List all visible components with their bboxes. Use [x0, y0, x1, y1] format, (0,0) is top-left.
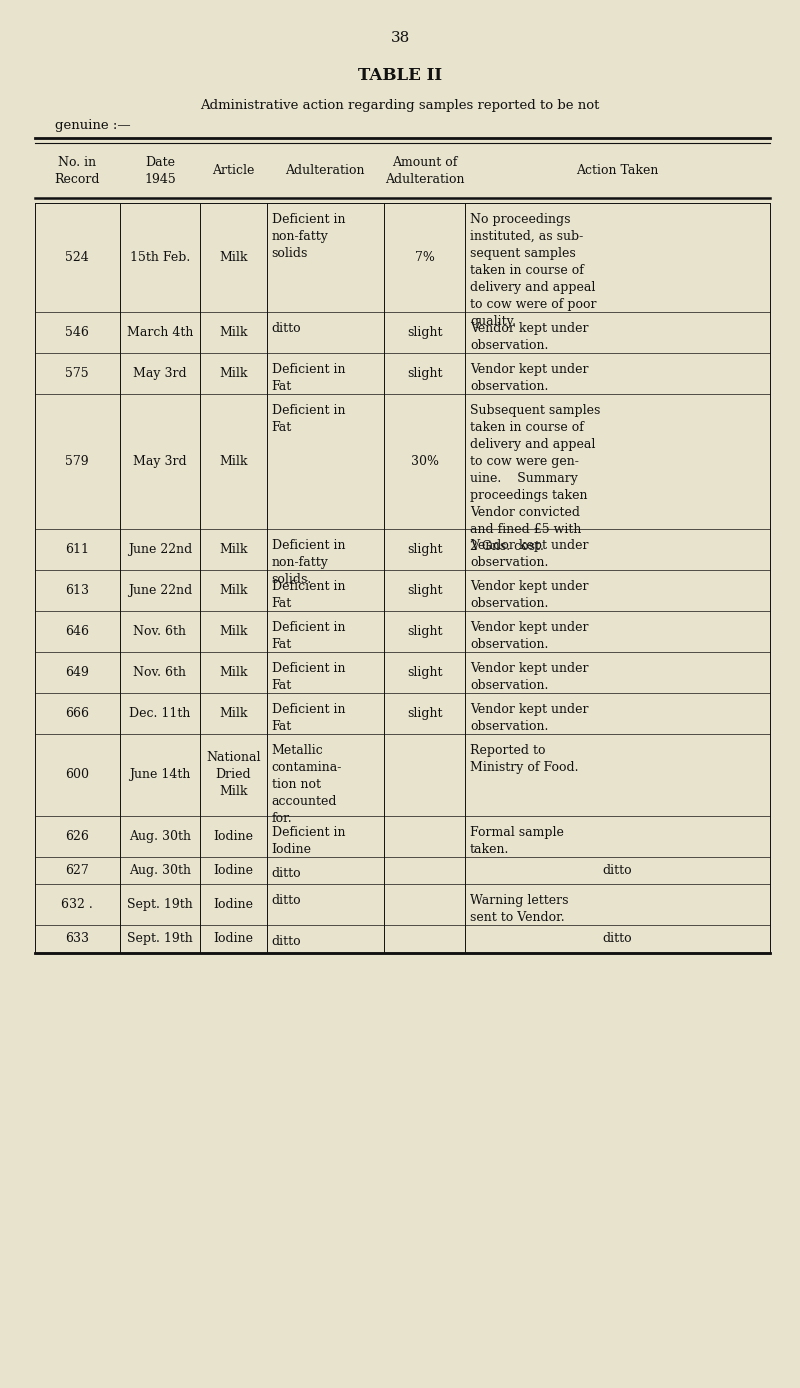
- Text: Deficient in
Fat: Deficient in Fat: [271, 580, 345, 609]
- Text: Deficient in
Iodine: Deficient in Iodine: [271, 826, 345, 855]
- Text: Vendor kept under
observation.: Vendor kept under observation.: [470, 662, 589, 693]
- Text: Milk: Milk: [219, 326, 248, 339]
- Text: 611: 611: [66, 543, 90, 557]
- Text: ditto: ditto: [271, 322, 301, 335]
- Text: Nov. 6th: Nov. 6th: [134, 666, 186, 679]
- Text: slight: slight: [406, 326, 442, 339]
- Text: Aug. 30th: Aug. 30th: [129, 830, 191, 843]
- Text: Action Taken: Action Taken: [576, 164, 658, 178]
- Text: March 4th: March 4th: [126, 326, 193, 339]
- Text: Metallic
contamina-
tion not
accounted
for.: Metallic contamina- tion not accounted f…: [271, 744, 342, 824]
- Text: Milk: Milk: [219, 543, 248, 557]
- Text: Milk: Milk: [219, 251, 248, 264]
- Text: Deficient in
Fat: Deficient in Fat: [271, 620, 345, 651]
- Text: ditto: ditto: [271, 936, 301, 948]
- Text: 38: 38: [390, 31, 410, 44]
- Text: Vendor kept under
observation.: Vendor kept under observation.: [470, 620, 589, 651]
- Text: Milk: Milk: [219, 625, 248, 638]
- Text: 646: 646: [66, 625, 90, 638]
- Text: 626: 626: [66, 830, 90, 843]
- Text: 633: 633: [66, 933, 90, 945]
- Text: May 3rd: May 3rd: [133, 366, 186, 379]
- Text: Date
1945: Date 1945: [144, 155, 176, 186]
- Text: Iodine: Iodine: [214, 830, 254, 843]
- Text: 575: 575: [66, 366, 89, 379]
- Text: 546: 546: [66, 326, 90, 339]
- Text: Subsequent samples
taken in course of
delivery and appeal
to cow were gen-
uine.: Subsequent samples taken in course of de…: [470, 404, 600, 552]
- Text: 600: 600: [66, 768, 90, 781]
- Text: Milk: Milk: [219, 666, 248, 679]
- Text: June 22nd: June 22nd: [128, 584, 192, 597]
- Text: slight: slight: [406, 625, 442, 638]
- Text: Vendor kept under
observation.: Vendor kept under observation.: [470, 322, 589, 351]
- Text: Deficient in
Fat: Deficient in Fat: [271, 662, 345, 693]
- Text: Deficient in
Fat: Deficient in Fat: [271, 404, 345, 433]
- Text: Iodine: Iodine: [214, 933, 254, 945]
- Text: Amount of
Adulteration: Amount of Adulteration: [385, 155, 464, 186]
- Text: 30%: 30%: [410, 455, 438, 468]
- Text: 649: 649: [66, 666, 90, 679]
- Text: Vendor kept under
observation.: Vendor kept under observation.: [470, 539, 589, 569]
- Text: Milk: Milk: [219, 584, 248, 597]
- Text: Milk: Milk: [219, 706, 248, 720]
- Text: Aug. 30th: Aug. 30th: [129, 863, 191, 877]
- Text: June 14th: June 14th: [130, 768, 190, 781]
- Text: National
Dried
Milk: National Dried Milk: [206, 751, 261, 798]
- Text: Formal sample
taken.: Formal sample taken.: [470, 826, 564, 855]
- Text: Reported to
Ministry of Food.: Reported to Ministry of Food.: [470, 744, 578, 775]
- Text: 627: 627: [66, 863, 89, 877]
- Text: May 3rd: May 3rd: [133, 455, 186, 468]
- Text: Dec. 11th: Dec. 11th: [130, 706, 190, 720]
- Text: Vendor kept under
observation.: Vendor kept under observation.: [470, 702, 589, 733]
- Text: TABLE II: TABLE II: [358, 67, 442, 83]
- Text: Article: Article: [212, 164, 254, 178]
- Text: ditto: ditto: [602, 863, 632, 877]
- Text: ditto: ditto: [271, 894, 301, 906]
- Text: slight: slight: [406, 666, 442, 679]
- Text: Administrative action regarding samples reported to be not: Administrative action regarding samples …: [200, 99, 600, 111]
- Text: Nov. 6th: Nov. 6th: [134, 625, 186, 638]
- Text: Iodine: Iodine: [214, 898, 254, 911]
- Text: Deficient in
Fat: Deficient in Fat: [271, 362, 345, 393]
- Text: 7%: 7%: [414, 251, 434, 264]
- Text: 613: 613: [66, 584, 90, 597]
- Text: Vendor kept under
observation.: Vendor kept under observation.: [470, 580, 589, 609]
- Text: 579: 579: [66, 455, 89, 468]
- Text: 15th Feb.: 15th Feb.: [130, 251, 190, 264]
- Text: Vendor kept under
observation.: Vendor kept under observation.: [470, 362, 589, 393]
- Text: Milk: Milk: [219, 455, 248, 468]
- Text: 524: 524: [66, 251, 89, 264]
- Text: June 22nd: June 22nd: [128, 543, 192, 557]
- Text: 632 .: 632 .: [62, 898, 93, 911]
- Text: slight: slight: [406, 366, 442, 379]
- Text: Iodine: Iodine: [214, 863, 254, 877]
- Text: Deficient in
non-fatty
solids.: Deficient in non-fatty solids.: [271, 539, 345, 586]
- Text: slight: slight: [406, 706, 442, 720]
- Text: Deficient in
non-fatty
solids: Deficient in non-fatty solids: [271, 212, 345, 260]
- Text: Sept. 19th: Sept. 19th: [127, 898, 193, 911]
- Text: slight: slight: [406, 584, 442, 597]
- Text: Adulteration: Adulteration: [286, 164, 365, 178]
- Text: genuine :—: genuine :—: [55, 118, 130, 132]
- Text: 666: 666: [66, 706, 90, 720]
- Text: Deficient in
Fat: Deficient in Fat: [271, 702, 345, 733]
- Text: Warning letters
sent to Vendor.: Warning letters sent to Vendor.: [470, 894, 569, 924]
- Text: Sept. 19th: Sept. 19th: [127, 933, 193, 945]
- Text: slight: slight: [406, 543, 442, 557]
- Text: No. in
Record: No. in Record: [54, 155, 100, 186]
- Text: Milk: Milk: [219, 366, 248, 379]
- Text: No proceedings
instituted, as sub-
sequent samples
taken in course of
delivery a: No proceedings instituted, as sub- seque…: [470, 212, 597, 328]
- Text: ditto: ditto: [271, 866, 301, 880]
- Text: ditto: ditto: [602, 933, 632, 945]
